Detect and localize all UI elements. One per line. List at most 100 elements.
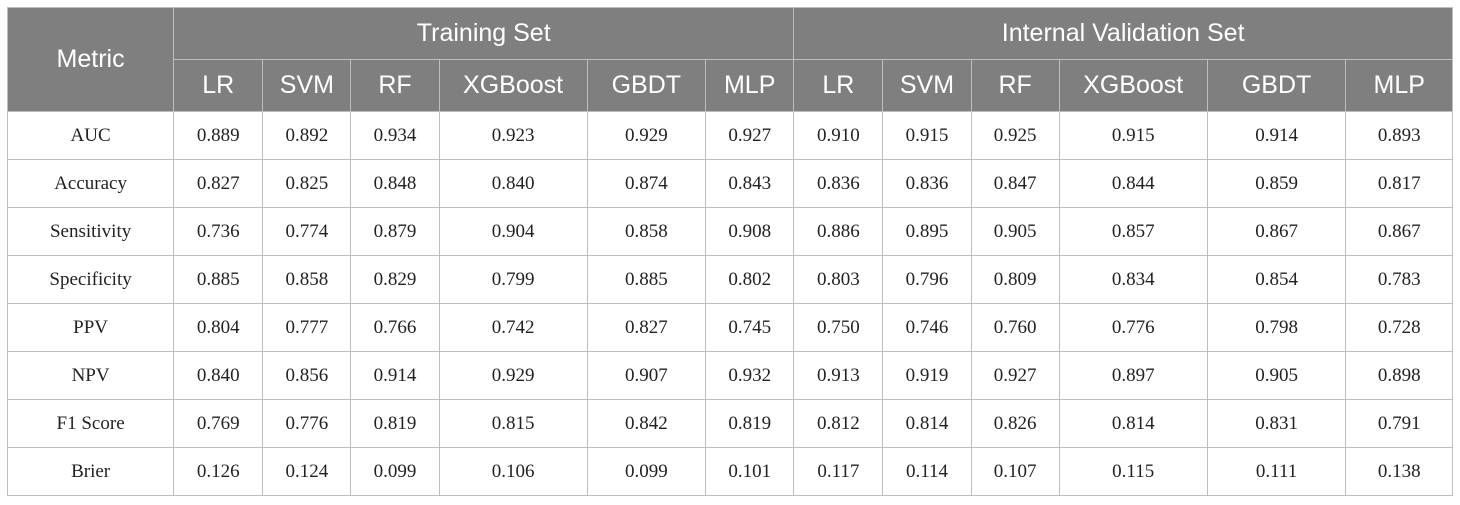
value-cell: 0.817 [1345,159,1453,208]
value-cell: 0.124 [262,447,352,496]
value-cell: 0.834 [1058,255,1208,304]
value-cell: 0.138 [1345,447,1453,496]
model-header: RF [350,59,440,112]
value-cell: 0.836 [793,159,884,208]
model-header: SVM [882,59,972,112]
value-cell: 0.796 [882,255,972,304]
value-cell: 0.117 [793,447,884,496]
metric-name-cell: NPV [6,351,175,400]
value-cell: 0.858 [586,207,707,256]
value-cell: 0.099 [350,447,440,496]
value-cell: 0.819 [350,399,440,448]
metric-name-cell: Specificity [6,255,175,304]
model-header: LR [793,59,884,112]
value-cell: 0.769 [173,399,264,448]
value-cell: 0.114 [882,447,972,496]
value-cell: 0.929 [586,111,707,160]
value-cell: 0.905 [970,207,1060,256]
value-cell: 0.929 [438,351,588,400]
value-cell: 0.915 [882,111,972,160]
value-cell: 0.803 [793,255,884,304]
value-cell: 0.814 [1058,399,1208,448]
value-cell: 0.819 [705,399,795,448]
value-cell: 0.783 [1345,255,1453,304]
group-header-row: Metric Training Set Internal Validation … [6,7,1453,112]
value-cell: 0.776 [262,399,352,448]
value-cell: 0.867 [1206,207,1347,256]
model-header: GBDT [586,59,707,112]
value-cell: 0.898 [1345,351,1453,400]
table-row: F1 Score 0.769 0.776 0.819 0.815 0.842 0.819 0.… [6,399,1453,448]
value-cell: 0.910 [793,111,884,160]
value-cell: 0.840 [438,159,588,208]
metric-name-cell: PPV [6,303,175,352]
value-cell: 0.857 [1058,207,1208,256]
value-cell: 0.774 [262,207,352,256]
value-cell: 0.827 [586,303,707,352]
value-cell: 0.814 [882,399,972,448]
value-cell: 0.914 [1206,111,1347,160]
value-cell: 0.897 [1058,351,1208,400]
table-row: Specificity 0.885 0.858 0.829 0.799 0.885 0.80… [6,255,1453,304]
model-header: MLP [705,59,795,112]
value-cell: 0.858 [262,255,352,304]
value-cell: 0.809 [970,255,1060,304]
value-cell: 0.934 [350,111,440,160]
model-header: RF [970,59,1060,112]
value-cell: 0.874 [586,159,707,208]
value-cell: 0.107 [970,447,1060,496]
value-cell: 0.831 [1206,399,1347,448]
value-cell: 0.847 [970,159,1060,208]
value-cell: 0.111 [1206,447,1347,496]
table-row: NPV 0.840 0.856 0.914 0.929 0.907 0.932 0.913 0.… [6,351,1453,400]
value-cell: 0.904 [438,207,588,256]
value-cell: 0.815 [438,399,588,448]
model-header: XGBoost [1058,59,1208,112]
value-cell: 0.825 [262,159,352,208]
value-cell: 0.889 [173,111,264,160]
metrics-table: Metric Training Set Internal Validation … [6,7,1453,496]
value-cell: 0.777 [262,303,352,352]
value-cell: 0.932 [705,351,795,400]
table-row: AUC 0.889 0.892 0.934 0.923 0.929 0.927 0.910 0.… [6,111,1453,160]
value-cell: 0.892 [262,111,352,160]
value-cell: 0.867 [1345,207,1453,256]
value-cell: 0.927 [705,111,795,160]
metric-name-cell: Accuracy [6,159,175,208]
value-cell: 0.895 [882,207,972,256]
table-row: PPV 0.804 0.777 0.766 0.742 0.827 0.745 0.750 0.… [6,303,1453,352]
value-cell: 0.915 [1058,111,1208,160]
value-cell: 0.826 [970,399,1060,448]
value-cell: 0.843 [705,159,795,208]
metric-column-header: Metric [6,7,175,112]
model-header: LR [173,59,264,112]
metric-name-cell: Brier [6,447,175,496]
value-cell: 0.854 [1206,255,1347,304]
value-cell: 0.907 [586,351,707,400]
value-cell: 0.927 [970,351,1060,400]
value-cell: 0.736 [173,207,264,256]
model-header: XGBoost [438,59,588,112]
value-cell: 0.914 [350,351,440,400]
model-header: MLP [1345,59,1453,112]
value-cell: 0.099 [586,447,707,496]
value-cell: 0.844 [1058,159,1208,208]
model-header: GBDT [1206,59,1347,112]
value-cell: 0.829 [350,255,440,304]
value-cell: 0.925 [970,111,1060,160]
metric-name-cell: F1 Score [6,399,175,448]
value-cell: 0.913 [793,351,884,400]
value-cell: 0.776 [1058,303,1208,352]
value-cell: 0.766 [350,303,440,352]
value-cell: 0.101 [705,447,795,496]
value-cell: 0.798 [1206,303,1347,352]
table-row: Accuracy 0.827 0.825 0.848 0.840 0.874 0.843 0.… [6,159,1453,208]
group-header-validation: Internal Validation Set [793,7,1453,60]
value-cell: 0.885 [173,255,264,304]
value-cell: 0.879 [350,207,440,256]
value-cell: 0.893 [1345,111,1453,160]
value-cell: 0.791 [1345,399,1453,448]
value-cell: 0.742 [438,303,588,352]
value-cell: 0.886 [793,207,884,256]
value-cell: 0.919 [882,351,972,400]
